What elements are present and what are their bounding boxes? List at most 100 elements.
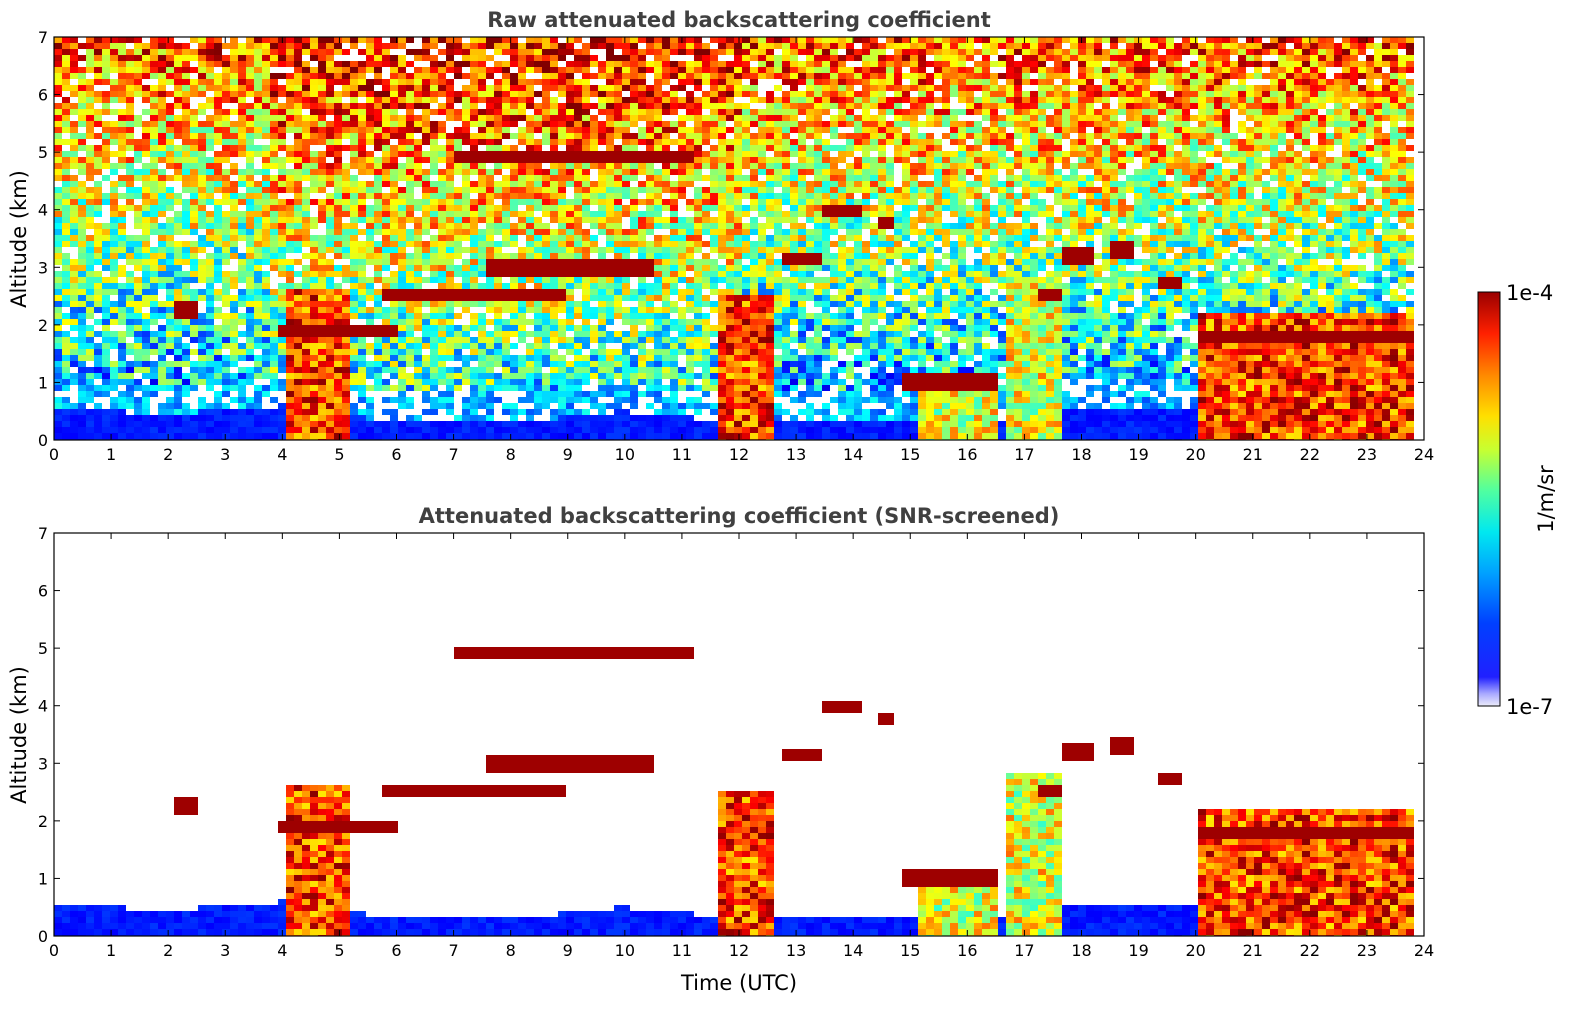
heatmap-cell <box>142 265 150 271</box>
heatmap-cell <box>246 331 254 337</box>
heatmap-cell <box>646 169 654 175</box>
heatmap-cell <box>566 235 574 241</box>
heatmap-cell <box>678 277 686 283</box>
heatmap-cell <box>606 217 614 223</box>
heatmap-cell <box>550 73 558 79</box>
heatmap-cell <box>238 73 246 79</box>
heatmap-cell <box>446 367 454 373</box>
heatmap-cell <box>422 151 430 157</box>
heatmap-cell <box>678 193 686 199</box>
heatmap-cell <box>254 133 262 139</box>
heatmap-cell <box>558 127 566 133</box>
heatmap-cell <box>558 373 566 379</box>
heatmap-cell <box>606 139 614 145</box>
heatmap-cell <box>414 55 422 61</box>
heatmap-cell <box>614 373 622 379</box>
heatmap-cell <box>310 277 318 283</box>
heatmap-cell <box>646 223 654 229</box>
heatmap-cell <box>542 151 550 157</box>
heatmap-cell <box>630 433 638 439</box>
heatmap-cell <box>158 271 166 277</box>
heatmap-cell <box>182 169 190 175</box>
heatmap-cell <box>494 109 502 115</box>
heatmap-cell <box>214 379 222 385</box>
heatmap-cell <box>102 109 110 115</box>
heatmap-cell <box>614 217 622 223</box>
heatmap-cell <box>86 109 94 115</box>
heatmap-cell <box>430 421 438 427</box>
heatmap-cell <box>614 97 622 103</box>
heatmap-cell <box>486 199 494 205</box>
heatmap-cell <box>262 433 270 439</box>
heatmap-cell <box>686 43 694 49</box>
heatmap-cell <box>86 301 94 307</box>
heatmap-cell <box>662 349 670 355</box>
heatmap-cell <box>158 349 166 355</box>
heatmap-cell <box>654 67 662 73</box>
heatmap-cell <box>70 373 78 379</box>
heatmap-cell <box>542 139 550 145</box>
heatmap-cell <box>174 409 182 415</box>
heatmap-cell <box>438 181 446 187</box>
heatmap-cell <box>454 313 462 319</box>
heatmap-cell <box>70 409 78 415</box>
heatmap-cell <box>446 217 454 223</box>
heatmap-cell <box>214 391 222 397</box>
heatmap-cell <box>678 421 686 427</box>
heatmap-cell <box>334 79 342 85</box>
heatmap-cell <box>206 85 214 91</box>
heatmap-cell <box>150 133 158 139</box>
heatmap-cell <box>566 373 574 379</box>
heatmap-cell <box>198 127 206 133</box>
heatmap-cell <box>646 67 654 73</box>
heatmap-cell <box>254 391 262 397</box>
heatmap-cell <box>598 331 606 337</box>
heatmap-cell <box>542 211 550 217</box>
heatmap-cell <box>158 115 166 121</box>
heatmap-cell <box>542 103 550 109</box>
heatmap-cell <box>694 217 702 223</box>
heatmap-cell <box>198 313 206 319</box>
heatmap-cell <box>118 145 126 151</box>
heatmap-cell <box>174 349 182 355</box>
heatmap-cell <box>150 163 158 169</box>
heatmap-cell <box>246 319 254 325</box>
heatmap-cell <box>86 97 94 103</box>
heatmap-cell <box>358 145 366 151</box>
heatmap-cell <box>470 49 478 55</box>
heatmap-cell <box>262 133 270 139</box>
heatmap-cell <box>206 241 214 247</box>
heatmap-cell <box>454 223 462 229</box>
heatmap-cell <box>230 217 238 223</box>
heatmap-cell <box>134 253 142 259</box>
heatmap-cell <box>438 295 446 301</box>
heatmap-cell <box>614 283 622 289</box>
heatmap-cell <box>398 307 406 313</box>
heatmap-cell <box>654 331 662 337</box>
heatmap-cell <box>678 49 686 55</box>
heatmap-cell <box>510 241 518 247</box>
heatmap-cell <box>622 235 630 241</box>
heatmap-cell <box>542 175 550 181</box>
heatmap-cell <box>142 337 150 343</box>
heatmap-cell <box>246 157 254 163</box>
heatmap-cell <box>494 97 502 103</box>
heatmap-cell <box>470 265 478 271</box>
heatmap-cell <box>462 259 470 265</box>
heatmap-cell <box>694 211 702 217</box>
heatmap-cell <box>702 175 710 181</box>
heatmap-cell <box>222 289 230 295</box>
heatmap-cell <box>254 277 262 283</box>
heatmap-cell <box>174 403 182 409</box>
heatmap-cell <box>198 121 206 127</box>
heatmap-cell <box>302 169 310 175</box>
heatmap-cell <box>294 97 302 103</box>
heatmap-cell <box>566 241 574 247</box>
heatmap-cell <box>534 109 542 115</box>
heatmap-cell <box>294 43 302 49</box>
heatmap-cell <box>278 91 286 97</box>
heatmap-cell <box>310 151 318 157</box>
heatmap-cell <box>478 289 486 295</box>
heatmap-cell <box>622 259 630 265</box>
heatmap-cell <box>678 157 686 163</box>
